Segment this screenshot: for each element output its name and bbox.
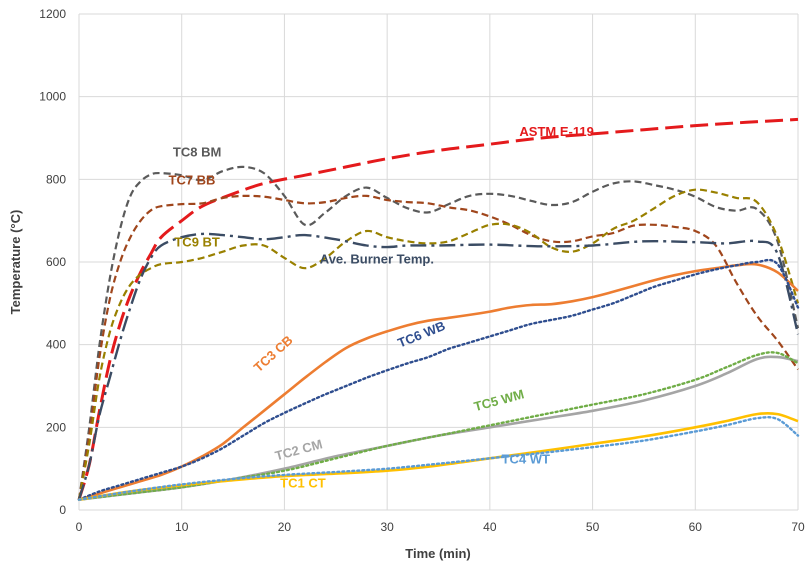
x-tick-label: 0	[76, 520, 83, 534]
series-label-astm-e-119: ASTM E-119	[519, 124, 593, 139]
series-label-tc3-cb: TC3 CB	[251, 332, 296, 375]
x-tick-label: 70	[791, 520, 805, 534]
series-line-ave-burner-temp	[77, 232, 800, 501]
y-tick-label: 0	[59, 503, 66, 517]
x-tick-label: 30	[380, 520, 394, 534]
x-tick-label: 20	[278, 520, 292, 534]
series-label-tc5-wm: TC5 WM	[472, 386, 525, 414]
x-tick-label: 10	[175, 520, 189, 534]
x-axis-title: Time (min)	[405, 546, 471, 561]
series-line-tc3-cb	[78, 262, 799, 501]
series-line-tc7-bb	[77, 194, 799, 500]
x-tick-labels: 0 10 20 30 40 50 60 70	[76, 520, 805, 534]
series-label-ave-burner-temp: Ave. Burner Temp.	[320, 252, 434, 267]
series-label-tc1-ct: TC1 CT	[280, 475, 326, 490]
series-label-tc8-bm: TC8 BM	[173, 145, 221, 160]
series-line-tc8-bm	[77, 165, 800, 500]
y-tick-label: 1200	[39, 7, 66, 21]
series-lines	[77, 117, 800, 501]
series-line-astm-e-119	[77, 117, 799, 501]
x-tick-label: 40	[483, 520, 497, 534]
series-label-tc4-wt: TC4 WT	[502, 452, 550, 467]
series-label-tc9-bt: TC9 BT	[174, 234, 220, 249]
series-line-tc6-wb	[77, 258, 800, 501]
series-line-tc4-wt	[77, 415, 800, 501]
y-tick-label: 600	[46, 255, 66, 269]
series-label-tc7-bb: TC7 BB	[169, 172, 216, 187]
y-tick-label: 800	[46, 172, 66, 186]
series-line-tc5-wm	[77, 351, 800, 501]
y-tick-label: 200	[46, 420, 66, 434]
x-tick-label: 60	[689, 520, 703, 534]
y-axis-title: Temperature (°C)	[8, 210, 23, 315]
y-tick-labels: 0 200 400 600 800 1000 1200	[39, 7, 66, 517]
y-tick-label: 1000	[39, 90, 66, 104]
series-label-tc2-cm: TC2 CM	[273, 436, 324, 463]
x-tick-label: 50	[586, 520, 600, 534]
y-tick-label: 400	[46, 338, 66, 352]
